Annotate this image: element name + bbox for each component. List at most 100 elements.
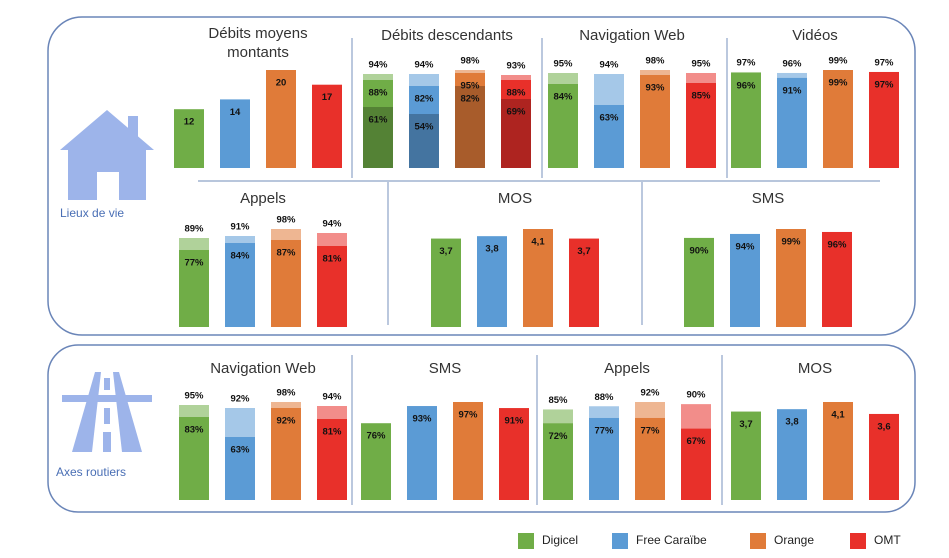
bar [635,417,665,500]
bar [731,72,761,168]
bar [684,237,714,327]
value-label: 92% [640,388,660,399]
value-label: 77% [640,425,660,436]
chart-title: SMS [428,360,462,377]
value-label: 93% [506,61,526,72]
section-label: Axes routiers [56,465,126,479]
value-label: 4,1 [531,237,545,248]
value-label: 84% [230,251,250,262]
bar [361,423,391,500]
legend-label: OMT [874,533,901,547]
value-label: 90% [686,390,706,401]
bar [477,236,507,327]
bar [869,413,899,500]
bar [409,114,439,168]
value-label: 95% [691,59,711,70]
value-label: 96% [827,239,847,250]
value-label: 97% [874,57,894,68]
value-label: 94% [368,60,388,71]
legend-swatch [518,533,534,549]
value-label: 82% [460,94,480,105]
value-label: 93% [412,414,432,425]
value-label: 98% [276,215,296,226]
value-label: 84% [553,92,573,103]
value-label: 3,7 [739,419,752,430]
value-label: 99% [781,237,801,248]
chart-title: Vidéos [792,27,838,44]
value-label: 81% [322,254,342,265]
value-label: 91% [504,416,524,427]
bar [869,71,899,168]
value-label: 90% [689,245,709,256]
value-label: 83% [184,425,204,436]
bar [453,402,483,500]
bar [317,419,347,500]
value-label: 69% [506,107,526,118]
value-label: 96% [736,80,756,91]
bar [271,240,301,327]
chart-title: Navigation Web [210,360,316,377]
value-label: 94% [599,60,619,71]
bar [271,408,301,500]
bar [499,408,529,500]
value-label: 91% [782,85,802,96]
bar [730,233,760,327]
bar [731,411,761,500]
value-label: 87% [276,248,296,259]
value-label: 92% [276,416,296,427]
value-label: 20 [276,78,287,89]
legend-label: Orange [774,533,814,547]
bar [455,86,485,168]
value-label: 94% [322,392,342,403]
bar [266,70,296,168]
road-icon [62,372,152,452]
chart-title: Navigation Web [579,27,685,44]
value-label: 98% [276,388,296,399]
chart-title: Appels [240,190,286,207]
value-label: 98% [460,56,480,67]
bar [686,83,716,168]
value-label: 98% [645,56,665,67]
bar [225,243,255,327]
value-label: 3,7 [439,246,452,257]
section-label: Lieux de vie [60,206,124,220]
chart-title: Appels [604,360,650,377]
value-label: 3,6 [877,421,890,432]
bar [640,75,670,168]
legend-label: Free Caraïbe [636,533,707,547]
value-label: 85% [691,91,711,102]
value-label: 17 [322,92,333,103]
legend-swatch [612,533,628,549]
value-label: 54% [414,122,434,133]
value-label: 94% [735,241,755,252]
value-label: 82% [414,94,434,105]
value-label: 77% [594,425,614,436]
chart-title: Débits moyens montants [208,25,308,61]
chart-title: Débits descendants [381,27,513,44]
value-label: 81% [322,427,342,438]
bar [220,99,250,168]
value-label: 88% [368,88,388,99]
value-label: 72% [548,431,568,442]
value-label: 95% [184,391,204,402]
value-label: 77% [184,258,204,269]
bar [822,231,852,327]
house-icon [60,110,154,200]
panel [47,344,916,513]
bar [407,406,437,500]
bar [823,70,853,168]
legend-swatch [750,533,766,549]
chart-title: MOS [797,360,833,377]
bar [548,84,578,168]
bar [777,77,807,168]
separators [198,38,880,505]
bar [431,238,461,327]
value-label: 14 [230,107,241,118]
legend-label: Digicel [542,533,578,547]
value-label: 3,8 [485,244,498,255]
bar [569,238,599,327]
value-label: 96% [782,58,802,69]
value-label: 12 [184,117,195,128]
